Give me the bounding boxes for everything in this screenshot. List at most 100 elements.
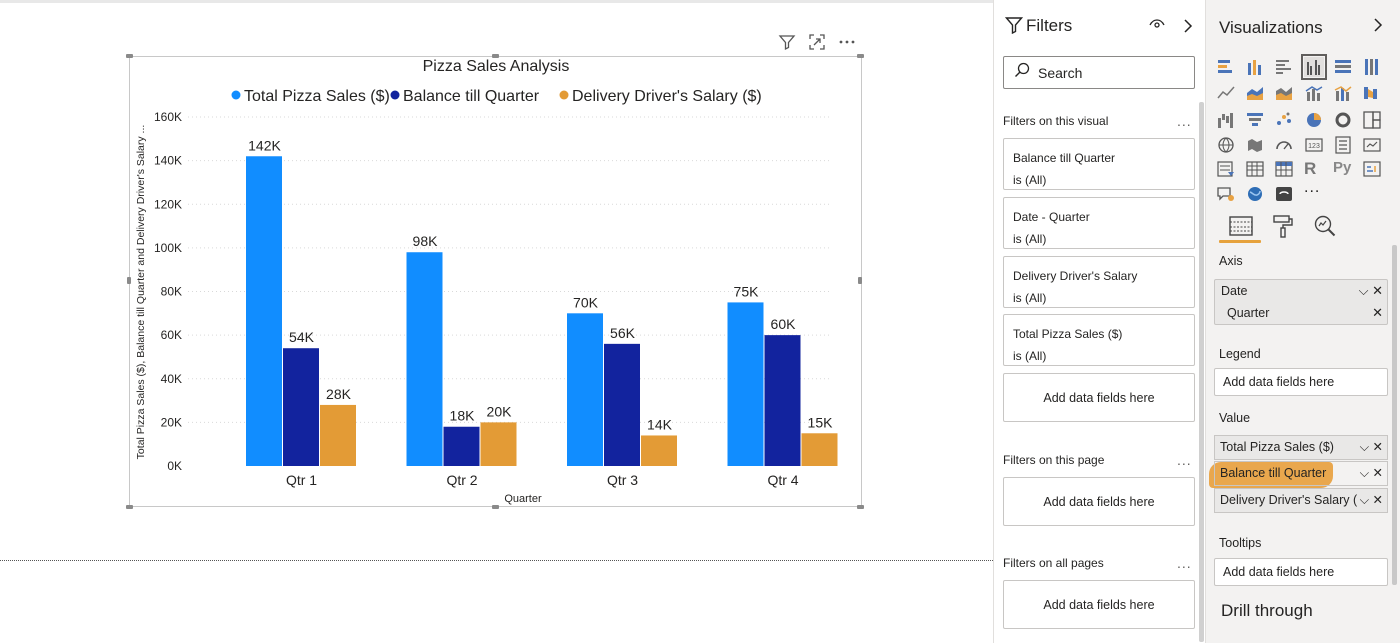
python-visual-icon[interactable]: Py: [1333, 159, 1352, 176]
map-icon[interactable]: [1216, 135, 1236, 155]
resize-handle[interactable]: [492, 54, 499, 58]
arcgis-map-icon[interactable]: [1245, 184, 1265, 204]
more-visuals-icon[interactable]: ...: [1304, 179, 1321, 196]
tooltips-drop-zone[interactable]: Add data fields here: [1214, 558, 1388, 586]
search-icon: [1014, 62, 1030, 83]
analytics-magnifier-icon[interactable]: [1312, 213, 1340, 241]
filters-search-box[interactable]: [1003, 56, 1195, 89]
value-field-balance-till-quarter[interactable]: Balance till Quarter ⌵ ✕: [1214, 461, 1388, 486]
filter-card-delivery-driver-salary[interactable]: Delivery Driver's Salary is (All): [1003, 256, 1195, 308]
key-influencers-icon[interactable]: [1362, 159, 1382, 179]
power-apps-icon[interactable]: [1274, 184, 1294, 204]
line-and-stacked-column-chart-icon[interactable]: [1333, 83, 1353, 103]
multi-row-card-icon[interactable]: [1333, 135, 1353, 155]
filter-icon: [1004, 16, 1024, 39]
bar: [641, 435, 677, 466]
eye-icon[interactable]: [1149, 17, 1165, 36]
filter-card-balance-till-quarter[interactable]: Balance till Quarter is (All): [1003, 138, 1195, 190]
bar: [764, 335, 801, 466]
table-icon[interactable]: [1245, 159, 1265, 179]
legend-drop-zone[interactable]: Add data fields here: [1214, 368, 1388, 396]
data-label: 18K: [450, 408, 476, 424]
filter-icon[interactable]: [778, 33, 796, 51]
page-top-border: [0, 0, 993, 3]
donut-chart-icon[interactable]: [1333, 110, 1353, 130]
scatter-chart-icon[interactable]: [1274, 110, 1294, 130]
chart-svg: Pizza Sales Analysis Total Pizza Sales (…: [135, 58, 838, 505]
more-options-icon[interactable]: ...: [1177, 113, 1192, 129]
format-paint-roller-icon[interactable]: [1270, 213, 1298, 241]
field-controls[interactable]: ⌵ ✕: [1359, 466, 1383, 480]
waterfall-chart-icon[interactable]: [1216, 110, 1236, 130]
resize-handle[interactable]: [857, 54, 864, 58]
stacked-bar-chart-icon[interactable]: [1216, 57, 1236, 77]
filter-card-state: is (All): [1013, 232, 1047, 246]
resize-handle[interactable]: [126, 505, 133, 509]
clustered-bar-chart-icon[interactable]: [1274, 57, 1294, 77]
data-label: 60K: [771, 316, 797, 332]
gauge-icon[interactable]: [1274, 135, 1294, 155]
focus-mode-icon[interactable]: [808, 33, 826, 51]
page-bottom-border: [0, 560, 993, 561]
add-page-filter-drop-zone[interactable]: Add data fields here: [1003, 477, 1195, 526]
slicer-icon[interactable]: [1216, 159, 1236, 179]
kpi-icon[interactable]: [1362, 135, 1382, 155]
x-axis-title: Quarter: [504, 493, 542, 505]
legend-marker: [231, 90, 241, 100]
filters-on-all-pages-label: Filters on all pages: [1003, 556, 1104, 570]
filter-card-total-pizza-sales[interactable]: Total Pizza Sales ($) is (All): [1003, 314, 1195, 366]
filters-search-input[interactable]: [1038, 64, 1178, 81]
line-and-column-chart-icon[interactable]: [1304, 83, 1324, 103]
y-tick-label: 40K: [161, 372, 182, 386]
clustered-column-chart-icon[interactable]: [1301, 54, 1327, 80]
resize-handle[interactable]: [492, 505, 499, 509]
pie-chart-icon[interactable]: [1304, 110, 1324, 130]
resize-handle[interactable]: [126, 54, 133, 58]
treemap-icon[interactable]: [1362, 110, 1382, 130]
stacked-area-chart-icon[interactable]: [1274, 83, 1294, 103]
legend-entry: Delivery Driver's Salary ($): [572, 88, 762, 105]
fields-tab-icon[interactable]: [1228, 213, 1256, 241]
more-options-icon[interactable]: ...: [1177, 555, 1192, 571]
more-options-icon[interactable]: [838, 33, 856, 51]
stacked-column-chart-icon[interactable]: [1245, 57, 1265, 77]
axis-field-quarter[interactable]: Quarter ✕: [1215, 302, 1387, 324]
value-field-total-pizza-sales[interactable]: Total Pizza Sales ($) ⌵ ✕: [1214, 435, 1388, 460]
data-label: 98K: [413, 233, 439, 249]
resize-handle[interactable]: [858, 277, 862, 284]
card-icon[interactable]: 123: [1304, 135, 1324, 155]
resize-handle[interactable]: [857, 505, 864, 509]
field-controls[interactable]: ⌵ ✕: [1358, 283, 1383, 298]
legend-entry: Total Pizza Sales ($): [244, 88, 390, 105]
matrix-icon[interactable]: [1274, 159, 1294, 179]
value-field-delivery-driver-salary[interactable]: Delivery Driver's Salary ( ⌵ ✕: [1214, 488, 1388, 513]
line-chart-icon[interactable]: [1216, 83, 1236, 103]
visualizations-scrollbar[interactable]: [1392, 245, 1397, 585]
100-stacked-column-chart-icon[interactable]: [1362, 57, 1382, 77]
chart-legend: Total Pizza Sales ($) Balance till Quarte…: [231, 88, 762, 105]
resize-handle[interactable]: [127, 277, 131, 284]
axis-field-date[interactable]: Date ⌵ ✕: [1215, 280, 1387, 302]
qa-visual-icon[interactable]: [1216, 184, 1236, 204]
area-chart-icon[interactable]: [1245, 83, 1265, 103]
r-visual-icon[interactable]: R: [1304, 159, 1317, 178]
filter-card-date-quarter[interactable]: Date - Quarter is (All): [1003, 197, 1195, 249]
axis-field-well[interactable]: Date ⌵ ✕ Quarter ✕: [1214, 279, 1388, 325]
collapse-chevron-icon[interactable]: [1373, 17, 1383, 38]
100-stacked-bar-chart-icon[interactable]: [1333, 57, 1353, 77]
collapse-chevron-icon[interactable]: [1183, 18, 1193, 39]
ribbon-chart-icon[interactable]: [1362, 83, 1382, 103]
more-options-icon[interactable]: ...: [1177, 452, 1192, 468]
x-axis: Qtr 1 Qtr 2 Qtr 3 Qtr 4: [286, 472, 799, 488]
remove-field-icon[interactable]: ✕: [1372, 305, 1383, 320]
funnel-chart-icon[interactable]: [1245, 110, 1265, 130]
orange-highlight-marker: [1209, 462, 1333, 488]
field-controls[interactable]: ⌵ ✕: [1359, 440, 1383, 454]
add-visual-filter-drop-zone[interactable]: Add data fields here: [1003, 373, 1195, 422]
svg-text:123: 123: [1308, 143, 1320, 150]
filled-map-icon[interactable]: [1245, 135, 1265, 155]
add-report-filter-drop-zone[interactable]: Add data fields here: [1003, 580, 1195, 629]
field-controls[interactable]: ⌵ ✕: [1359, 493, 1383, 507]
clustered-column-chart-visual[interactable]: Pizza Sales Analysis Total Pizza Sales (…: [129, 56, 862, 507]
filters-scrollbar[interactable]: [1199, 102, 1204, 642]
